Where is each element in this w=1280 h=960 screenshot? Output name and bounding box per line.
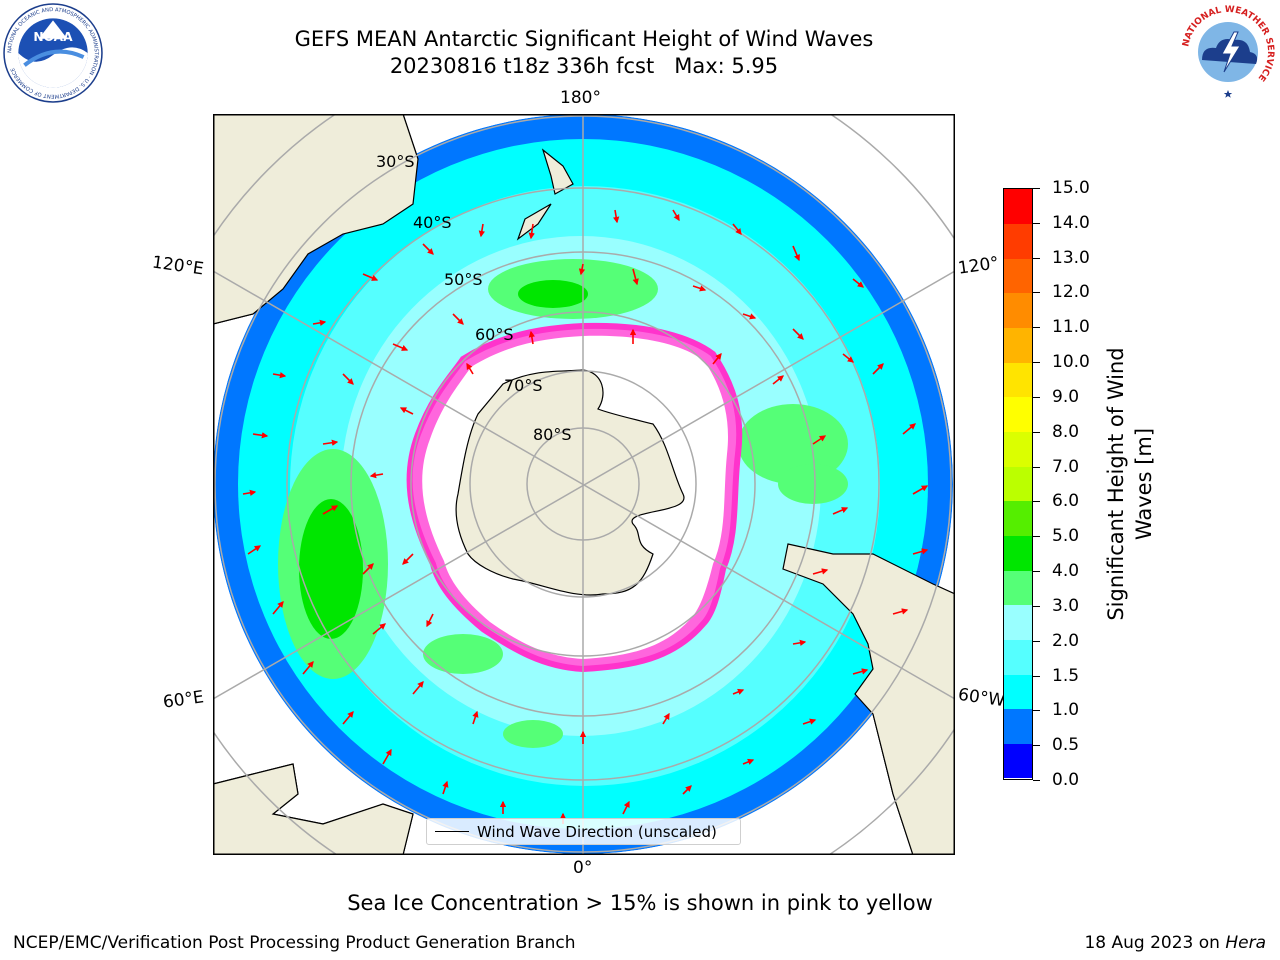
colorbar-segment [1004,292,1032,329]
colorbar-tick-mark [1033,188,1040,189]
colorbar-tick-label: 14.0 [1052,212,1090,233]
polar-map [213,114,955,855]
map-legend: Wind Wave Direction (unscaled) [426,818,741,845]
legend-label: Wind Wave Direction (unscaled) [477,822,717,841]
colorbar-tick-mark [1033,536,1040,538]
lat-label-50s: 50°S [444,270,483,289]
colorbar-tick-label: 0.0 [1052,770,1080,790]
colorbar-tick-mark [1033,466,1040,468]
colorbar-segment [1004,258,1032,294]
lon-label-60w: 60°W [956,684,1007,712]
colorbar-tick-label: 10.0 [1052,352,1090,373]
colorbar-segment [1004,362,1032,398]
colorbar-tick-mark [1033,222,1040,224]
graticule [213,114,955,855]
chart-subtitle: 20230816 t18z 336h fcst Max: 5.95 [389,54,779,78]
lat-label-30s: 30°S [376,152,415,171]
colorbar-tick-mark [1033,327,1040,329]
colorbar-segment [1004,570,1032,606]
footer-host: Hera [1225,933,1266,953]
colorbar-tick-mark [1033,780,1040,781]
colorbar-tick-mark [1033,501,1040,503]
lat-label-40s: 40°S [413,213,452,232]
noaa-logo: NATIONAL OCEANIC AND ATMOSPHERIC ADMINIS… [3,3,103,103]
lon-label-0: 0° [573,858,593,878]
colorbar-tick-label: 5.0 [1052,526,1080,547]
colorbar-segment [1004,743,1032,779]
colorbar-tick-mark [1033,640,1040,642]
colorbar-title-line1: Significant Height of Wind [1104,347,1128,621]
colorbar-segment [1004,431,1032,467]
nws-star-icon [1223,90,1233,98]
colorbar-tick-mark [1033,362,1040,364]
footer-date: 18 Aug 2023 on Hera [1084,933,1266,953]
colorbar-tick-label: 4.0 [1052,561,1080,582]
lon-label-120e: 120°E [150,252,205,280]
footer-date-text: 18 Aug 2023 on [1084,933,1226,953]
colorbar-title: Significant Height of Wind Waves [m] [1102,314,1158,654]
lon-label-180: 180° [560,88,601,108]
antarctica [455,369,685,596]
colorbar-tick-label: 8.0 [1052,421,1080,442]
noaa-logo-text: NOAA [33,30,73,44]
colorbar-tick-label: 6.0 [1052,491,1080,512]
lon-label-60e: 60°E [161,687,206,713]
colorbar-segment [1004,396,1032,433]
colorbar-tick-mark [1033,292,1040,294]
colorbar-segment [1004,535,1032,571]
colorbar-tick-mark [1033,431,1040,433]
colorbar-tick-label: 7.0 [1052,456,1080,477]
colorbar-tick-label: 1.5 [1052,665,1080,686]
colorbar-tick-label: 13.0 [1052,247,1090,268]
colorbar-segment [1004,604,1032,640]
colorbar-tick-mark [1033,571,1040,573]
colorbar-tick-mark [1033,257,1040,259]
lat-label-60s: 60°S [475,325,514,344]
colorbar-segment [1004,500,1032,536]
nws-logo: NATIONAL WEATHER SERVICE [1180,4,1276,100]
colorbar-segment [1004,189,1032,225]
colorbar-tick-label: 11.0 [1052,317,1090,338]
colorbar-segment [1004,639,1032,675]
colorbar-tick-label: 15.0 [1052,178,1090,198]
colorbar-tick-mark [1033,745,1040,747]
lon-label-120w: 120° [956,253,1001,279]
colorbar-tick-mark [1033,396,1040,398]
colorbar-title-line2: Waves [m] [1132,427,1156,541]
colorbar-tick-label: 3.0 [1052,595,1080,616]
colorbar-segment [1004,327,1032,363]
legend-line-icon [435,831,469,832]
colorbar-segment [1004,674,1032,710]
colorbar-tick-mark [1033,710,1040,712]
lat-label-70s: 70°S [504,376,543,395]
chart-title: GEFS MEAN Antarctic Significant Height o… [294,27,874,51]
colorbar-tick-label: 12.0 [1052,282,1090,303]
colorbar-tick-label: 2.0 [1052,630,1080,651]
wind-wave-arrows [242,209,929,824]
colorbar [1003,188,1033,780]
footer-credit: NCEP/EMC/Verification Post Processing Pr… [13,933,576,953]
sea-ice-note: Sea Ice Concentration > 15% is shown in … [347,891,933,915]
colorbar-segment [1004,223,1032,259]
colorbar-tick-mark [1033,605,1040,607]
lat-label-80s: 80°S [533,425,572,444]
colorbar-tick-label: 0.5 [1052,735,1080,756]
colorbar-segment [1004,466,1032,502]
colorbar-tick-label: 1.0 [1052,700,1080,721]
colorbar-tick-label: 9.0 [1052,386,1080,407]
colorbar-tick-mark [1033,675,1040,677]
colorbar-segment [1004,708,1032,744]
